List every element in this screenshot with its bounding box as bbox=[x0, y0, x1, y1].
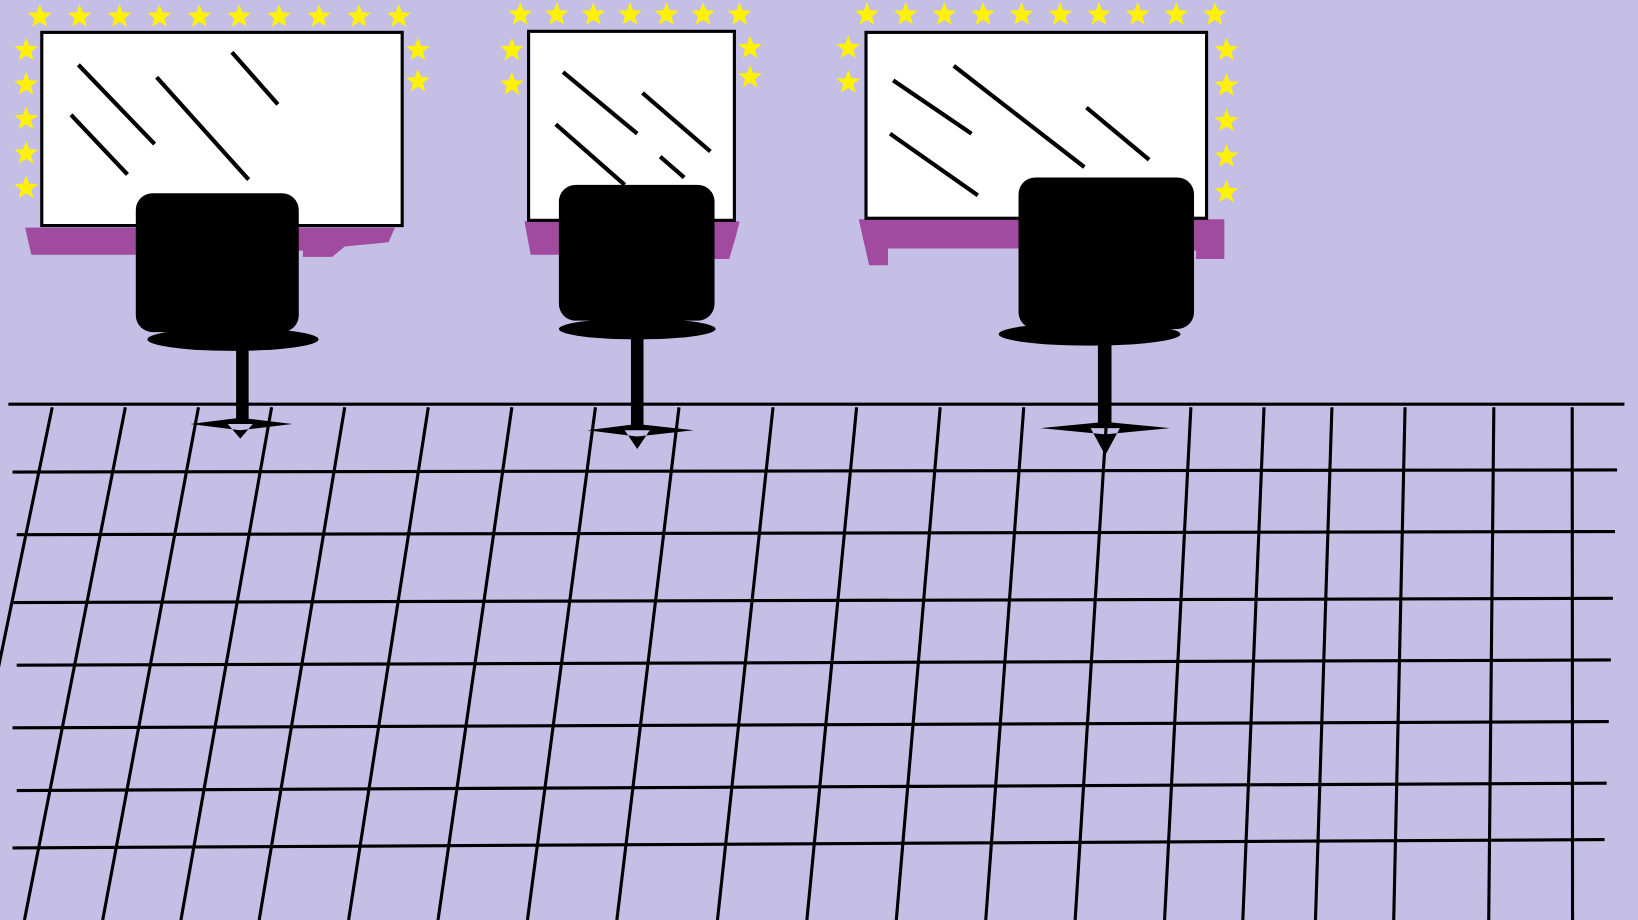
star bbox=[654, 2, 679, 25]
star bbox=[1214, 73, 1239, 96]
star bbox=[691, 2, 715, 25]
floor-line bbox=[257, 407, 347, 920]
star bbox=[1125, 2, 1150, 25]
floor-line bbox=[1163, 407, 1193, 920]
floor-line bbox=[0, 406, 54, 668]
star bbox=[855, 2, 879, 25]
star bbox=[836, 69, 861, 93]
star bbox=[187, 4, 212, 27]
floor-line bbox=[1073, 407, 1109, 920]
star bbox=[1048, 2, 1073, 25]
star bbox=[499, 37, 524, 61]
floor-line bbox=[984, 407, 1026, 920]
floor-line bbox=[615, 407, 681, 920]
floor-line bbox=[101, 406, 201, 920]
star bbox=[67, 4, 92, 27]
floor-line bbox=[1487, 407, 1496, 920]
star bbox=[27, 4, 52, 27]
star bbox=[14, 175, 39, 199]
star bbox=[1203, 2, 1227, 25]
chair bbox=[998, 177, 1195, 456]
star bbox=[107, 4, 132, 27]
star bbox=[581, 2, 606, 25]
star bbox=[1214, 37, 1239, 61]
floor-line bbox=[179, 406, 274, 920]
floor-grid bbox=[0, 402, 1625, 920]
star bbox=[14, 37, 39, 61]
floor-line bbox=[12, 596, 1613, 605]
floor-line bbox=[525, 407, 597, 920]
star bbox=[1214, 179, 1239, 203]
star bbox=[1009, 2, 1034, 25]
star-lights bbox=[14, 2, 1239, 203]
star bbox=[727, 2, 752, 25]
star bbox=[1164, 2, 1189, 25]
floor-line bbox=[16, 529, 1616, 537]
floor-line bbox=[22, 406, 127, 920]
floor-line bbox=[436, 407, 514, 920]
star bbox=[932, 2, 957, 25]
star bbox=[347, 4, 371, 27]
star bbox=[1214, 144, 1239, 167]
chair bbox=[558, 184, 716, 450]
floor-line bbox=[715, 407, 775, 920]
star bbox=[618, 2, 642, 25]
star bbox=[147, 4, 172, 27]
star bbox=[544, 2, 569, 25]
star bbox=[267, 4, 292, 27]
star bbox=[836, 35, 861, 59]
floor-line bbox=[1241, 407, 1266, 920]
star bbox=[893, 2, 918, 25]
star bbox=[1087, 2, 1111, 25]
floor-line bbox=[12, 468, 1618, 474]
floor-line bbox=[1313, 407, 1334, 920]
floor-line bbox=[1392, 407, 1407, 920]
star bbox=[499, 72, 524, 95]
floor-line bbox=[16, 658, 1611, 667]
floor-line bbox=[347, 407, 430, 920]
star bbox=[738, 35, 762, 59]
star bbox=[971, 2, 995, 25]
star bbox=[738, 64, 762, 88]
chair bbox=[135, 193, 319, 439]
star bbox=[1214, 108, 1239, 132]
star bbox=[227, 4, 252, 27]
star bbox=[14, 72, 39, 95]
star bbox=[14, 106, 39, 130]
floor-line bbox=[894, 407, 942, 920]
star bbox=[508, 2, 533, 25]
floor-line bbox=[12, 720, 1609, 730]
floor-line bbox=[805, 407, 859, 920]
star bbox=[386, 4, 411, 27]
star bbox=[307, 4, 331, 27]
star bbox=[405, 68, 430, 92]
star bbox=[405, 37, 430, 61]
star bbox=[14, 140, 39, 164]
floor-line bbox=[12, 838, 1605, 850]
